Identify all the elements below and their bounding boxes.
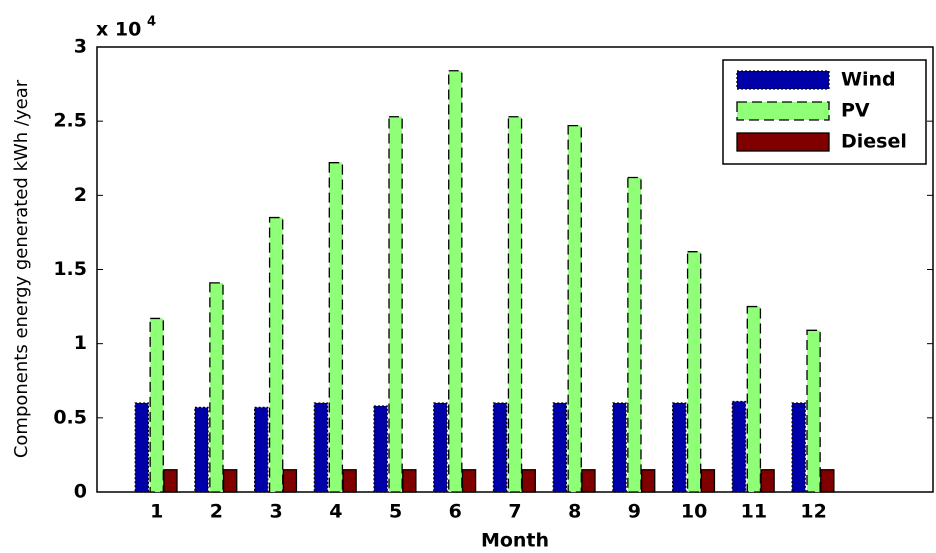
legend-label: Diesel <box>841 131 907 153</box>
bar <box>746 305 762 493</box>
y-tick-label: 2.5 <box>53 110 87 132</box>
bar <box>149 317 164 493</box>
y-tick-label: 1 <box>74 332 87 354</box>
x-tick-label: 5 <box>389 501 402 523</box>
x-tick-label: 3 <box>270 501 283 523</box>
bar <box>820 469 835 493</box>
bar <box>686 251 702 493</box>
legend-swatch <box>736 101 830 121</box>
bar <box>806 329 821 493</box>
x-tick-label: 7 <box>508 501 521 523</box>
y-tick-label: 1.5 <box>53 258 87 280</box>
x-tick-label: 8 <box>568 501 581 523</box>
bar <box>492 402 508 493</box>
y-tick-label: 3 <box>74 36 87 58</box>
bar <box>581 469 596 493</box>
bar <box>194 406 209 493</box>
bar <box>373 405 388 493</box>
bar <box>328 162 344 493</box>
bar <box>342 469 357 493</box>
legend-swatch <box>736 70 830 90</box>
y-tick-label: 0.5 <box>53 406 87 428</box>
bar <box>433 402 448 493</box>
bar <box>507 116 523 493</box>
bar <box>313 402 329 493</box>
legend-label: Wind <box>841 69 896 91</box>
bar <box>612 402 627 493</box>
bar <box>640 469 656 493</box>
bar <box>461 469 477 493</box>
bar <box>268 216 284 493</box>
legend-swatch <box>736 132 830 152</box>
x-tick-label: 12 <box>800 501 826 523</box>
bar <box>567 124 582 493</box>
x-tick-label: 9 <box>628 501 641 523</box>
bar <box>388 116 403 493</box>
bar <box>448 70 463 493</box>
bar <box>282 469 298 493</box>
x-tick-label: 2 <box>210 501 223 523</box>
x-tick-label: 1 <box>150 501 163 523</box>
bar <box>521 469 536 493</box>
bar <box>163 469 178 493</box>
bar <box>791 402 806 493</box>
bar <box>700 469 716 493</box>
y-tick-label: 0 <box>74 481 87 503</box>
x-tick-label: 10 <box>681 501 707 523</box>
x-axis-label: Month <box>481 530 549 552</box>
x-tick-label: 4 <box>329 501 342 523</box>
legend-label: PV <box>841 100 870 122</box>
bar <box>222 469 238 493</box>
bar <box>731 400 747 493</box>
bar <box>402 469 417 493</box>
bar <box>552 402 568 493</box>
y-axis-label: Components energy generated kWh /year <box>11 79 32 458</box>
bar <box>209 282 224 493</box>
bar <box>671 402 687 493</box>
x-tick-label: 11 <box>741 501 767 523</box>
y-scale-label: x 10 <box>96 19 141 41</box>
bar <box>253 406 269 493</box>
bar <box>627 176 642 493</box>
bar <box>134 402 150 493</box>
bar <box>760 469 775 493</box>
x-tick-label: 6 <box>449 501 462 523</box>
y-scale-exponent: 4 <box>147 15 156 30</box>
y-tick-label: 2 <box>74 184 87 206</box>
